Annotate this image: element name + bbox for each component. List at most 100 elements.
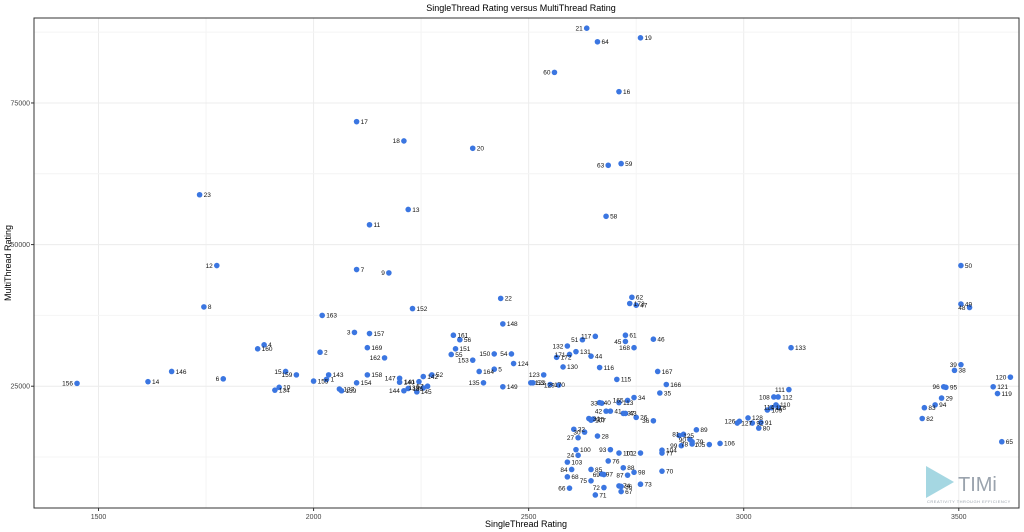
data-point-30	[581, 429, 588, 435]
point-label-123: 123	[529, 372, 540, 379]
point-label-68: 68	[571, 474, 579, 481]
point-label-35: 35	[664, 390, 672, 397]
point-label-131: 131	[580, 349, 591, 356]
point-label-50: 50	[965, 263, 973, 270]
data-point-105	[706, 441, 713, 448]
point-label-99: 99	[670, 443, 678, 450]
data-point-141	[416, 378, 422, 385]
point-label-25: 25	[597, 416, 605, 423]
plot-frame	[33, 17, 1020, 509]
data-point-113	[616, 399, 622, 406]
point-label-95: 95	[950, 385, 958, 392]
data-point-64	[594, 38, 601, 45]
point-label-18: 18	[393, 138, 401, 145]
point-label-116: 116	[604, 365, 615, 372]
point-label-113: 113	[623, 400, 634, 407]
point-label-32: 32	[578, 427, 586, 434]
data-point-57	[424, 383, 431, 390]
data-point-147	[396, 375, 403, 382]
point-label-170: 170	[554, 382, 565, 389]
point-label-23: 23	[204, 192, 212, 199]
data-point-47	[633, 302, 639, 309]
point-label-36: 36	[642, 418, 650, 425]
point-label-143: 143	[333, 372, 344, 379]
x-tick-label: 1500	[91, 514, 107, 521]
data-point-59	[618, 160, 624, 167]
point-label-108: 108	[759, 394, 770, 401]
data-point-103	[564, 459, 571, 465]
data-point-124	[510, 360, 517, 367]
data-point-11	[366, 221, 373, 228]
data-point-82	[919, 415, 926, 422]
point-label-83: 83	[928, 405, 936, 412]
point-label-59: 59	[625, 161, 633, 168]
point-label-157: 157	[374, 331, 385, 338]
point-label-145: 145	[421, 389, 432, 396]
point-label-14: 14	[152, 379, 160, 386]
point-label-114: 114	[764, 404, 775, 411]
y-tick-label: 25000	[11, 384, 31, 391]
data-point-61	[622, 332, 629, 339]
point-label-96: 96	[932, 384, 940, 391]
data-point-39	[958, 361, 964, 368]
point-label-117: 117	[581, 334, 592, 341]
data-point-85	[588, 466, 594, 473]
data-point-48	[966, 304, 973, 311]
data-point-111	[786, 386, 792, 393]
data-point-163	[319, 312, 325, 319]
point-label-28: 28	[601, 433, 609, 440]
point-label-162: 162	[370, 355, 381, 362]
data-point-125	[676, 432, 682, 439]
data-point-148	[500, 321, 506, 327]
timi-logo-tagline: CREATIVITY THROUGH EFFICIENCY	[927, 499, 1011, 504]
grid-lines	[34, 18, 1019, 508]
x-tick-label: 2000	[306, 514, 322, 521]
point-label-10: 10	[283, 385, 291, 392]
point-label-44: 44	[595, 353, 603, 360]
data-point-66	[566, 485, 573, 491]
point-label-70: 70	[666, 468, 674, 475]
point-label-167: 167	[662, 369, 673, 376]
data-point-73	[637, 481, 644, 488]
data-point-94	[932, 402, 938, 408]
point-label-66: 66	[558, 485, 566, 492]
data-point-130	[560, 364, 566, 370]
data-point-159	[293, 372, 300, 378]
data-point-132	[564, 343, 571, 349]
point-label-37: 37	[627, 411, 635, 418]
data-point-86	[618, 483, 624, 490]
data-point-58	[603, 213, 609, 220]
data-point-140	[396, 379, 403, 386]
point-label-12: 12	[206, 263, 214, 270]
data-point-27	[575, 434, 581, 441]
data-point-172	[553, 354, 560, 361]
point-label-135: 135	[469, 380, 480, 387]
data-point-50	[958, 262, 964, 269]
point-label-137: 137	[343, 386, 354, 393]
point-label-49: 49	[965, 301, 973, 308]
data-point-109	[764, 407, 771, 413]
point-label-78: 78	[681, 441, 689, 448]
point-label-98: 98	[638, 470, 646, 477]
point-label-64: 64	[601, 39, 609, 46]
data-point-162	[381, 355, 388, 361]
data-point-72	[601, 484, 607, 491]
data-point-117	[592, 333, 599, 340]
point-label-24: 24	[567, 453, 575, 460]
x-axis-ticks: 1500 2000 2500 3000 3500	[91, 508, 967, 521]
point-label-16: 16	[623, 89, 631, 96]
data-point-56	[457, 336, 463, 343]
y-axis-title: MultiThread Rating	[3, 225, 13, 301]
point-label-13: 13	[412, 207, 420, 214]
point-label-102: 102	[626, 450, 637, 457]
point-label-169: 169	[371, 345, 382, 352]
data-point-165	[624, 397, 631, 404]
point-label-159: 159	[282, 372, 293, 379]
data-point-91	[758, 419, 764, 426]
point-label-153: 153	[458, 357, 469, 364]
data-point-15	[282, 368, 289, 375]
point-label-152: 152	[417, 306, 428, 313]
data-point-100	[573, 446, 579, 453]
data-point-99	[678, 442, 685, 449]
point-label-11: 11	[374, 222, 381, 229]
